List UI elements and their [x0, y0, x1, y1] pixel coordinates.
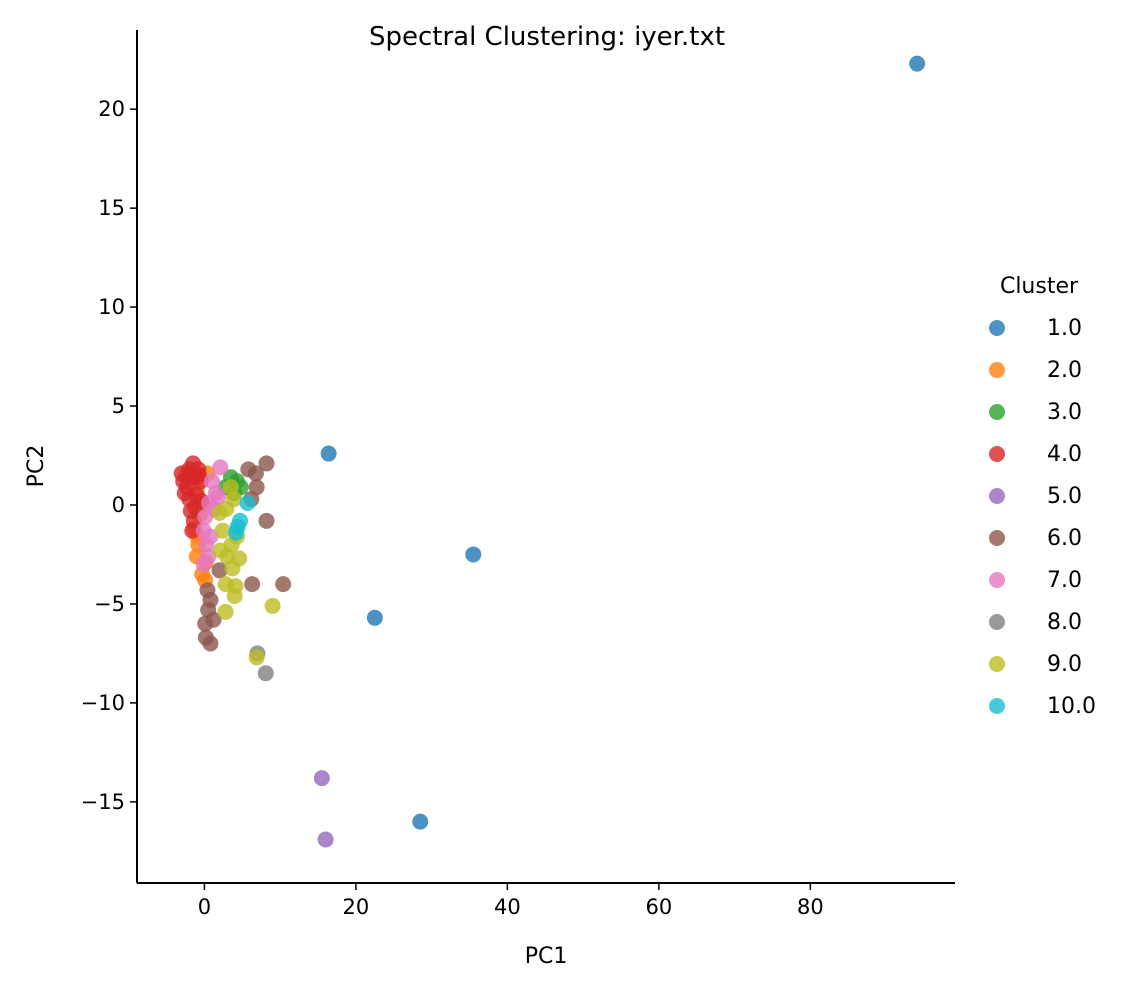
- data-point: [258, 455, 275, 472]
- legend-marker: [989, 320, 1005, 336]
- legend-label: 7.0: [1047, 568, 1082, 593]
- data-point: [258, 512, 275, 529]
- legend-marker: [989, 656, 1005, 672]
- data-point: [317, 831, 334, 848]
- y-tick-label: −15: [81, 790, 125, 814]
- legend-label: 9.0: [1047, 652, 1082, 677]
- x-axis-ticks: 0 20 40 60 80: [198, 883, 824, 919]
- legend-marker: [989, 362, 1005, 378]
- legend-label: 1.0: [1047, 316, 1082, 341]
- y-tick-label: 15: [98, 196, 125, 220]
- legend-marker: [989, 572, 1005, 588]
- legend-title: Cluster: [1000, 274, 1079, 299]
- x-tick-label: 0: [198, 895, 211, 919]
- x-axis-label: PC1: [525, 944, 568, 969]
- data-point: [205, 611, 222, 628]
- data-point: [202, 528, 219, 545]
- legend-label: 6.0: [1047, 526, 1082, 551]
- data-point: [176, 485, 193, 502]
- legend-label: 4.0: [1047, 442, 1082, 467]
- y-tick-label: −5: [94, 592, 125, 616]
- data-point: [366, 609, 383, 626]
- y-tick-label: 5: [112, 394, 125, 418]
- data-point: [214, 522, 231, 539]
- legend-label: 5.0: [1047, 484, 1082, 509]
- data-point: [226, 588, 243, 605]
- legend-label: 8.0: [1047, 610, 1082, 635]
- y-tick-label: 0: [112, 493, 125, 517]
- data-point: [239, 495, 256, 512]
- y-axis-ticks: −15 −10 −5 0 5 10 15 20: [81, 97, 137, 814]
- data-point: [244, 576, 261, 593]
- x-tick-label: 40: [494, 895, 521, 919]
- y-tick-label: −10: [81, 691, 125, 715]
- data-point: [313, 770, 330, 787]
- series-10.0: [228, 495, 256, 541]
- data-point: [217, 603, 234, 620]
- y-tick-label: 20: [98, 97, 125, 121]
- series-1.0: [320, 55, 926, 830]
- legend-marker: [989, 446, 1005, 462]
- data-point: [184, 522, 201, 539]
- data-point: [187, 498, 204, 515]
- data-point: [224, 560, 241, 577]
- legend-marker: [989, 488, 1005, 504]
- data-point: [465, 546, 482, 563]
- data-point: [275, 576, 292, 593]
- legend-label: 3.0: [1047, 400, 1082, 425]
- legend-items: 1.0 2.0 3.0 4.0 5.0 6.0 7.0 8.0 9.0 10.0: [989, 316, 1096, 719]
- series-4.0: [173, 455, 210, 539]
- data-point: [909, 55, 926, 72]
- data-point: [264, 597, 281, 614]
- data-point: [211, 504, 228, 521]
- data-point: [247, 465, 264, 482]
- data-point: [202, 635, 219, 652]
- legend-marker: [989, 614, 1005, 630]
- legend-marker: [989, 698, 1005, 714]
- data-point: [248, 649, 265, 666]
- data-point: [211, 562, 228, 579]
- points-layer: [173, 55, 926, 848]
- x-tick-label: 60: [645, 895, 672, 919]
- legend: Cluster 1.0 2.0 3.0 4.0 5.0 6.0 7.0 8.0 9.0 10.0: [989, 274, 1096, 719]
- data-point: [412, 813, 429, 830]
- legend-marker: [989, 530, 1005, 546]
- data-point: [210, 489, 227, 506]
- series-5.0: [313, 770, 334, 848]
- chart-title: Spectral Clustering: iyer.txt: [369, 22, 725, 52]
- y-axis-label: PC2: [24, 445, 49, 488]
- x-tick-label: 80: [797, 895, 824, 919]
- data-point: [320, 445, 337, 462]
- data-point: [195, 556, 212, 573]
- data-point: [228, 524, 245, 541]
- data-point: [191, 467, 208, 484]
- legend-label: 10.0: [1047, 694, 1096, 719]
- x-tick-label: 20: [343, 895, 370, 919]
- legend-marker: [989, 404, 1005, 420]
- data-point: [212, 459, 229, 476]
- y-tick-label: 10: [98, 295, 125, 319]
- plot-area: 0 20 40 60 80 −15 −10 −5 0 5 10 15 20: [81, 30, 955, 919]
- series-9.0: [211, 479, 281, 666]
- data-point: [257, 665, 274, 682]
- legend-label: 2.0: [1047, 358, 1082, 383]
